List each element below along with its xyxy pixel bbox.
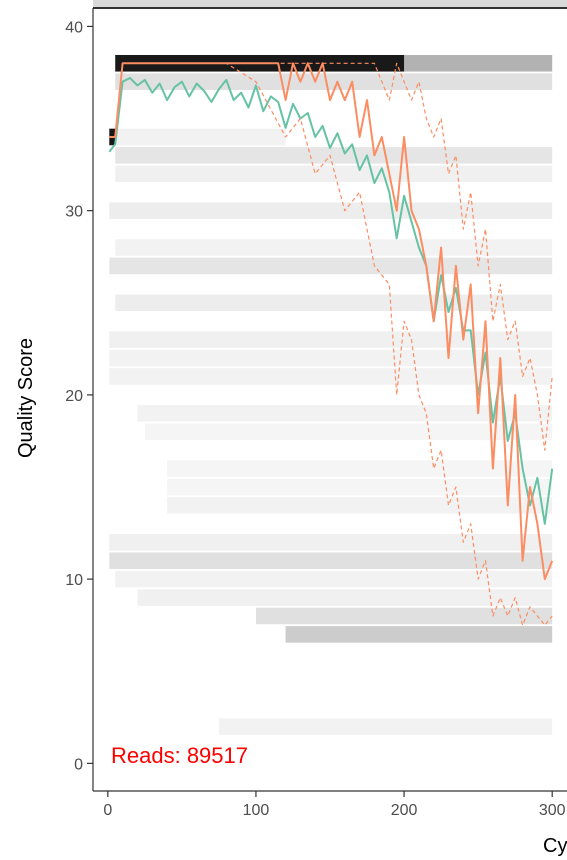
- y-tick-label: 0: [74, 756, 83, 773]
- y-tick-label: 20: [65, 388, 83, 405]
- y-tick-label: 10: [65, 572, 83, 589]
- x-tick-label: 300: [539, 802, 566, 819]
- heatmap-band: [115, 239, 553, 256]
- x-tick-label: 100: [243, 802, 270, 819]
- series-quartile-lower-line: [109, 62, 553, 626]
- x-tick-label: 0: [103, 802, 112, 819]
- heatmap-band: [115, 570, 553, 588]
- y-tick-label: 30: [65, 204, 83, 221]
- heatmap-band: [109, 128, 286, 146]
- heatmap-band: [144, 423, 553, 441]
- heatmap-band: [137, 405, 553, 422]
- reads-annotation: Reads: 89517: [111, 743, 248, 768]
- heatmap-band: [109, 552, 553, 569]
- heatmap-band: [109, 331, 553, 348]
- series-mean-line: [108, 77, 554, 525]
- heatmap-band: [115, 73, 553, 90]
- heatmap-band: [115, 165, 553, 183]
- heatmap-band: [109, 257, 553, 275]
- series-lines: [108, 62, 554, 626]
- series-quartile-upper-line: [109, 62, 553, 451]
- x-axis: 0 100 200 300: [103, 791, 566, 819]
- heatmap-band: [167, 460, 553, 477]
- facet-strip: [93, 0, 567, 8]
- heatmap-band: [109, 349, 553, 367]
- heatmap-band: [218, 718, 553, 735]
- heatmap-band: [115, 294, 553, 312]
- y-axis-title: Quality Score: [15, 338, 37, 458]
- heatmap-band: [109, 368, 553, 385]
- x-axis-title: Cy: [543, 835, 567, 857]
- series-median-line: [109, 62, 554, 581]
- heatmap-band: [167, 497, 553, 514]
- heatmap-band: [109, 533, 553, 551]
- heatmap-band: [285, 626, 553, 643]
- heatmap-band: [137, 589, 553, 606]
- y-tick-label: 40: [65, 19, 83, 36]
- y-axis: 0 10 20 30 40: [65, 19, 93, 773]
- heatmap-band: [167, 478, 553, 496]
- x-tick-label: 200: [391, 802, 418, 819]
- heatmap-band: [109, 202, 553, 219]
- heatmap-band: [115, 147, 553, 164]
- heatmap-band: [404, 54, 553, 72]
- heatmap-band: [255, 607, 553, 625]
- heatmap-layer: [109, 54, 553, 735]
